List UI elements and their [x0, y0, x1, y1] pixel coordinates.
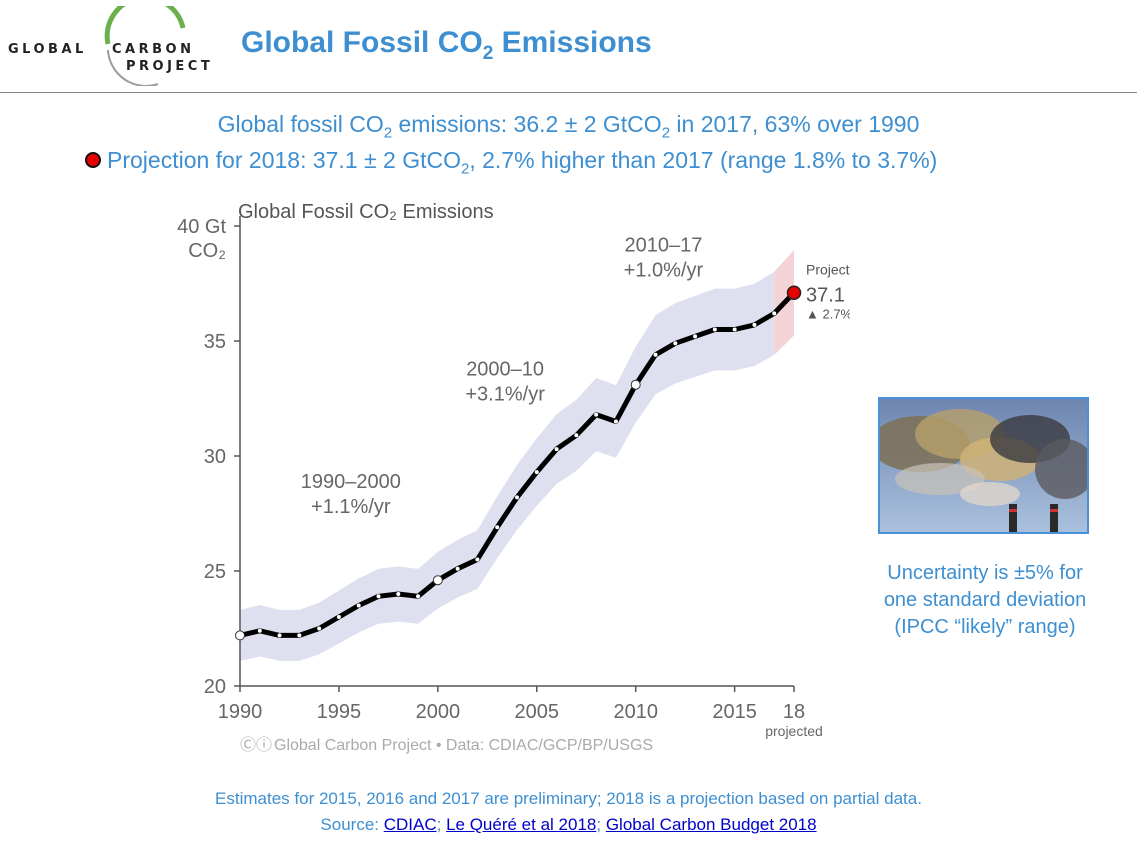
footer-sources: Source: CDIAC; Le Quéré et al 2018; Glob… — [320, 815, 817, 834]
data-point — [574, 433, 579, 438]
y-tick-label: 25 — [204, 561, 226, 583]
x-tick-label: 2015 — [712, 701, 757, 723]
highlight-point — [630, 379, 641, 390]
x-tick-label: 1990 — [218, 701, 263, 723]
link-le-quere-2018[interactable]: Le Quéré et al 2018 — [446, 815, 597, 834]
data-point — [396, 592, 401, 596]
uncertainty-note: Uncertainty is ±5% for one standard devi… — [845, 560, 1125, 641]
uncertainty-band — [240, 271, 775, 661]
logo-text-carbon: CARBON — [112, 42, 195, 57]
data-point — [693, 334, 698, 339]
data-point — [257, 628, 262, 633]
highlight-point — [432, 575, 443, 586]
projection-dot-icon — [85, 151, 101, 168]
logo-text-project: PROJECT — [126, 59, 214, 74]
uncertainty-note-line: one standard deviation — [883, 589, 1087, 611]
emissions-chart: 20 25 30 35 40 GtCO₂ 1990 1995 2000 2005 2010 2015… — [177, 201, 850, 754]
data-point — [376, 594, 381, 599]
period-annotation: 2010–17 — [624, 234, 702, 256]
data-point — [613, 419, 618, 424]
chart-credit: Global Carbon Project • Data: CDIAC/GCP/… — [274, 737, 653, 754]
y-tick-label: 30 — [204, 446, 226, 468]
projection-change-label: ▲ 2.7% (1.8%–3.7%) — [806, 307, 850, 322]
data-point — [515, 495, 519, 500]
period-annotation-rate: +1.0%/yr — [624, 259, 704, 281]
uncertainty-note-line: (IPCC “likely” range) — [894, 616, 1076, 638]
smokestack-image — [880, 399, 1087, 532]
projection-value-label: 37.1 Gt CO₂ — [806, 285, 850, 307]
period-annotation: 2000–10 — [466, 359, 544, 381]
x-tick-label: 2005 — [515, 701, 560, 723]
data-point — [475, 557, 480, 562]
footer-note: Estimates for 2015, 2016 and 2017 are pr… — [215, 789, 922, 808]
data-point — [455, 566, 460, 571]
data-point — [752, 322, 757, 327]
data-point — [673, 341, 678, 346]
uncertainty-note-line: Uncertainty is ±5% for — [887, 562, 1083, 584]
data-point — [495, 525, 500, 530]
data-point — [732, 327, 737, 332]
highlight-point — [235, 630, 245, 641]
smokestack-photo — [878, 397, 1089, 534]
x-tick-label: 18 — [783, 701, 805, 723]
y-tick-label: 20 — [204, 676, 226, 698]
summary-line-projection: Projection for 2018: 37.1 ± 2 GtCO2, 2.7… — [85, 147, 937, 178]
data-point — [712, 327, 717, 332]
period-annotation-rate: +1.1%/yr — [311, 496, 391, 518]
data-point — [416, 594, 421, 599]
link-cdiac[interactable]: CDIAC — [383, 815, 437, 834]
page-title: Global Fossil CO2 Emissions — [241, 26, 652, 64]
y-axis-label: 40 Gt — [177, 216, 226, 238]
data-point — [772, 311, 777, 316]
summary-line-2017: Global fossil CO2 emissions: 36.2 ± 2 Gt… — [217, 111, 920, 142]
x-tick-label: 2000 — [416, 701, 461, 723]
logo-text-global: GLOBAL — [8, 42, 87, 57]
data-point — [277, 633, 282, 638]
projection-label: Projection 2018 — [806, 262, 850, 278]
data-point — [317, 626, 322, 631]
data-point — [356, 603, 361, 608]
data-point — [653, 352, 658, 357]
y-tick-label: 35 — [204, 331, 226, 353]
logo-swoosh — [104, 6, 186, 86]
data-point — [554, 447, 559, 452]
data-point — [336, 615, 341, 619]
projection-marker — [786, 285, 802, 300]
period-annotation: 1990–2000 — [301, 471, 401, 493]
link-global-carbon-budget-2018[interactable]: Global Carbon Budget 2018 — [605, 815, 817, 834]
gcp-logo: GLOBAL CARBON PROJECT — [8, 6, 218, 86]
period-annotation-rate: +3.1%/yr — [465, 384, 545, 406]
data-point — [594, 412, 599, 417]
data-point — [534, 470, 539, 475]
x-tick-label: 1995 — [317, 701, 362, 723]
x-tick-sublabel: projected — [765, 723, 823, 739]
cc-icon: Ⓒⓘ — [240, 736, 272, 754]
x-tick-label: 2010 — [613, 701, 658, 723]
data-point — [297, 633, 302, 638]
header-divider — [0, 92, 1137, 93]
chart-title: Global Fossil CO₂ Emissions — [238, 201, 494, 223]
y-axis-label-unit: CO₂ — [188, 240, 226, 262]
